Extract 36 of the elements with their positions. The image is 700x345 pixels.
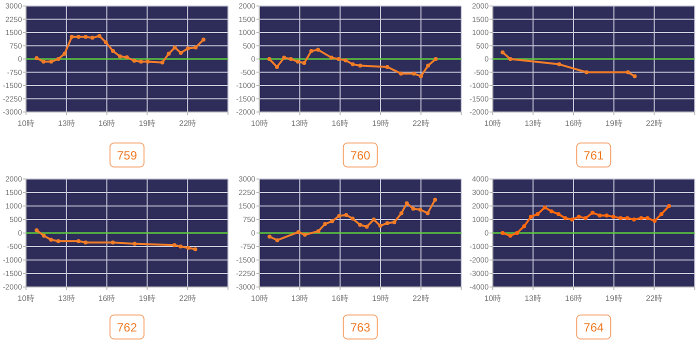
- x-tick-label: 16時: [332, 294, 349, 303]
- x-tick-label: 13時: [524, 294, 542, 303]
- x-tick-label: 10時: [250, 119, 268, 128]
- x-tick-label: 22時: [179, 294, 196, 303]
- text: 761: [584, 148, 604, 162]
- x-tick-label: 13時: [58, 119, 75, 128]
- x-tick-label: 16時: [98, 294, 116, 303]
- x-tick-label: 13時: [291, 294, 308, 303]
- x-tick-label: 10時: [18, 294, 34, 303]
- text: 759: [116, 148, 138, 162]
- x-tick-label: 19時: [372, 294, 389, 303]
- x-tick-label: 19時: [605, 119, 622, 128]
- x-tick-label: 22時: [646, 294, 663, 303]
- x-tick-label: 22時: [179, 119, 196, 128]
- x-tick-label: 22時: [412, 119, 430, 128]
- x-tick-label: 10時: [250, 294, 268, 303]
- x-tick-label: 16時: [565, 294, 582, 303]
- x-tick-label: 22時: [412, 294, 430, 303]
- x-tick-label: 19時: [138, 119, 156, 128]
- text: 763: [350, 320, 371, 334]
- x-tick-label: 16時: [98, 119, 116, 128]
- x-tick-label: 13時: [291, 119, 308, 128]
- x-tick-label: 16時: [565, 119, 582, 128]
- x-tick-label: 22時: [646, 119, 663, 128]
- x-tick-label: 19時: [138, 294, 156, 303]
- x-tick-label: 13時: [524, 119, 542, 128]
- text: 764: [584, 320, 604, 334]
- x-tick-label: 10時: [484, 119, 502, 128]
- x-tick-label: 19時: [605, 294, 622, 303]
- x-tick-label: 10時: [18, 119, 34, 128]
- x-tick-label: 10時: [484, 294, 502, 303]
- x-tick-label: 13時: [58, 294, 75, 303]
- text: 762: [116, 320, 138, 334]
- x-tick-label: 16時: [332, 119, 349, 128]
- x-tick-label: 19時: [372, 119, 389, 128]
- text: 760: [350, 148, 371, 162]
